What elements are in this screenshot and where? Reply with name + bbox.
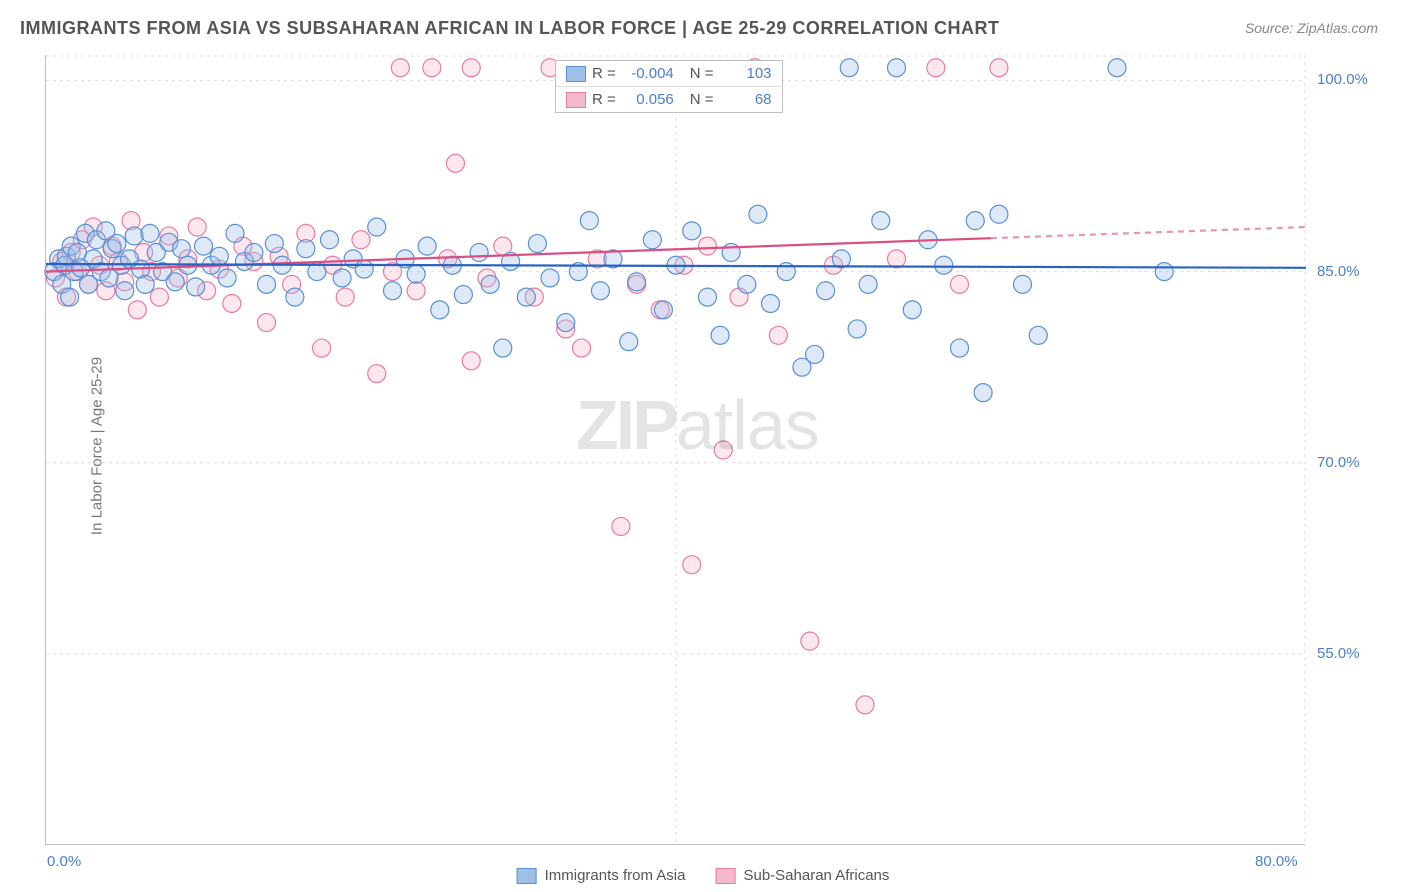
stats-n-asia: 103 <box>720 65 772 82</box>
stats-box: R = -0.004 N = 103 R = 0.056 N = 68 <box>555 60 783 113</box>
legend: Immigrants from Asia Sub-Saharan African… <box>517 867 890 884</box>
stats-n-label-2: N = <box>690 91 714 108</box>
x-tick-label: 0.0% <box>47 853 81 870</box>
y-tick-label: 70.0% <box>1317 454 1360 471</box>
chart-title: IMMIGRANTS FROM ASIA VS SUBSAHARAN AFRIC… <box>20 18 1000 39</box>
x-tick-label: 80.0% <box>1255 853 1298 870</box>
legend-label-asia: Immigrants from Asia <box>545 867 686 884</box>
stats-row-asia: R = -0.004 N = 103 <box>556 61 782 87</box>
stats-n-label: N = <box>690 65 714 82</box>
plot-svg <box>46 55 1305 844</box>
y-tick-label: 55.0% <box>1317 645 1360 662</box>
y-tick-label: 85.0% <box>1317 263 1360 280</box>
legend-item-asia: Immigrants from Asia <box>517 867 686 884</box>
source-label: Source: ZipAtlas.com <box>1245 20 1378 36</box>
legend-swatch-asia <box>517 868 537 884</box>
stats-n-sub: 68 <box>720 91 772 108</box>
legend-swatch-subsaharan <box>715 868 735 884</box>
swatch-asia <box>566 66 586 82</box>
stats-r-label-2: R = <box>592 91 616 108</box>
stats-r-asia: -0.004 <box>622 65 674 82</box>
legend-label-sub: Sub-Saharan Africans <box>743 867 889 884</box>
y-tick-label: 100.0% <box>1317 71 1368 88</box>
stats-row-subsaharan: R = 0.056 N = 68 <box>556 87 782 112</box>
swatch-subsaharan <box>566 92 586 108</box>
stats-r-sub: 0.056 <box>622 91 674 108</box>
legend-item-subsaharan: Sub-Saharan Africans <box>715 867 889 884</box>
stats-r-label: R = <box>592 65 616 82</box>
plot-area: ZIPatlas <box>45 55 1305 845</box>
